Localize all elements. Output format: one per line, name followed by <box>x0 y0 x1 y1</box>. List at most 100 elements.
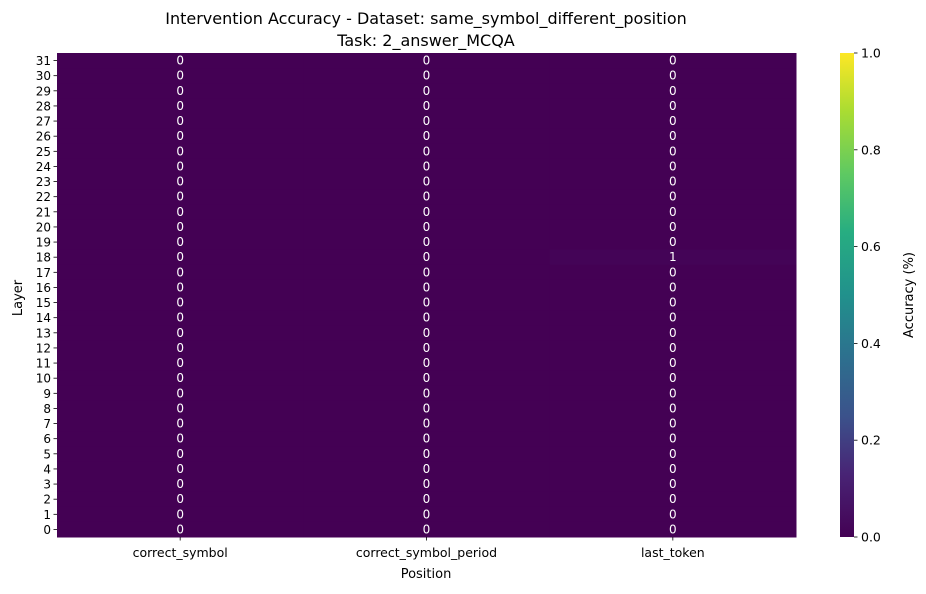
heatmap-cell <box>57 416 304 432</box>
cell-annotation: 0 <box>176 190 184 204</box>
cell-annotation: 0 <box>669 205 677 219</box>
heatmap-cell <box>303 340 551 356</box>
heatmap-cell <box>549 128 797 145</box>
heatmap-cell <box>57 158 304 175</box>
y-tick-label: 2 <box>43 493 51 507</box>
heatmap-cell <box>303 264 551 281</box>
heatmap-cell <box>549 53 797 69</box>
cell-annotation: 0 <box>423 311 431 325</box>
heatmap-cell <box>303 461 551 477</box>
y-tick-label: 18 <box>36 251 51 265</box>
cell-annotation: 0 <box>669 417 677 431</box>
heatmap-cell <box>303 295 551 311</box>
cell-annotation: 0 <box>669 507 677 521</box>
heatmap-cell <box>303 370 551 387</box>
cell-annotation: 0 <box>423 417 431 431</box>
cell-annotation: 0 <box>176 432 184 446</box>
heatmap-cell <box>549 521 797 538</box>
chart-subtitle: Task: 2_answer_MCQA <box>336 31 515 51</box>
cell-annotation: 0 <box>176 129 184 143</box>
heatmap-cell <box>57 204 304 220</box>
y-tick-label: 15 <box>36 296 51 310</box>
heatmap-cell <box>303 113 551 130</box>
cell-annotation: 0 <box>423 447 431 461</box>
heatmap-cell <box>303 446 551 462</box>
cell-annotation: 0 <box>669 220 677 234</box>
cell-annotation: 0 <box>423 250 431 264</box>
heatmap-cell <box>549 143 797 160</box>
cell-annotation: 0 <box>669 401 677 415</box>
heatmap-cell <box>549 506 797 523</box>
cell-annotation: 0 <box>669 99 677 113</box>
heatmap-cell <box>303 174 551 190</box>
cell-annotation: 0 <box>669 235 677 249</box>
cell-annotation: 0 <box>669 144 677 158</box>
cell-annotation: 0 <box>176 386 184 400</box>
heatmap-cell <box>549 249 797 266</box>
x-axis-label: Position <box>401 567 452 582</box>
cell-annotation: 0 <box>669 386 677 400</box>
x-tick-label: correct_symbol <box>133 545 228 560</box>
cell-annotation: 0 <box>669 265 677 279</box>
cell-annotation: 0 <box>423 159 431 173</box>
colorbar-tick-label: 0.4 <box>861 336 881 351</box>
heatmap-cell <box>549 476 797 493</box>
heatmap-cell <box>549 461 797 477</box>
y-tick-label: 14 <box>36 311 51 325</box>
cell-annotation: 0 <box>423 69 431 83</box>
heatmap-cell <box>549 385 797 402</box>
y-tick-label: 31 <box>36 54 51 68</box>
y-tick-label: 21 <box>36 205 51 219</box>
cell-annotation: 0 <box>669 462 677 476</box>
cell-annotation: 0 <box>669 371 677 385</box>
heatmap-cell <box>57 174 304 190</box>
cell-annotation: 0 <box>176 462 184 476</box>
cell-annotation: 0 <box>176 220 184 234</box>
heatmap-cell <box>549 158 797 175</box>
cell-annotation: 0 <box>176 99 184 113</box>
cell-annotation: 0 <box>423 326 431 340</box>
heatmap-cell <box>303 355 551 372</box>
y-tick-label: 27 <box>36 115 51 129</box>
y-tick-label: 24 <box>36 160 51 174</box>
heatmap-cell <box>549 416 797 432</box>
cell-annotation: 0 <box>176 205 184 219</box>
cell-annotation: 0 <box>423 265 431 279</box>
y-tick-label: 6 <box>43 432 51 446</box>
heatmap-cell <box>57 476 304 493</box>
heatmap-cell <box>303 491 551 508</box>
heatmap-cell <box>57 98 304 114</box>
y-tick-label: 10 <box>36 372 51 386</box>
y-tick-label: 0 <box>43 523 51 537</box>
cell-annotation: 0 <box>423 235 431 249</box>
colorbar-tick-label: 0.2 <box>861 433 881 448</box>
y-tick-label: 17 <box>36 266 51 280</box>
cell-annotation: 0 <box>423 462 431 476</box>
cell-annotation: 0 <box>423 522 431 536</box>
heatmap-cell <box>57 53 304 69</box>
cell-annotation: 0 <box>176 159 184 173</box>
cell-annotation: 0 <box>423 386 431 400</box>
heatmap-cell <box>549 83 797 99</box>
y-tick-label: 28 <box>36 99 51 113</box>
y-tick-label: 7 <box>43 417 51 431</box>
cell-annotations: 0 0 00 0 00 0 00 0 00 0 00 0 00 0 00 0 00 0 00 0 00 0 00 0 00 0 00… <box>176 54 676 537</box>
heatmap-cell <box>549 446 797 462</box>
heatmap-cell <box>303 158 551 175</box>
heatmap-cell <box>549 295 797 311</box>
cell-annotation: 0 <box>669 447 677 461</box>
y-tick-label: 25 <box>36 145 51 159</box>
colorbar-tick-label: 0.8 <box>861 142 881 157</box>
heatmap-cell <box>57 264 304 281</box>
y-tick-label: 26 <box>36 130 51 144</box>
heatmap-cell <box>303 400 551 417</box>
y-tick-label: 5 <box>43 447 51 461</box>
y-tick-label: 22 <box>36 190 51 204</box>
y-tick-label: 19 <box>36 236 51 250</box>
heatmap-cell <box>57 506 304 523</box>
y-tick-label: 9 <box>43 387 51 401</box>
heatmap-cell <box>57 340 304 356</box>
heatmap-cell <box>549 189 797 205</box>
